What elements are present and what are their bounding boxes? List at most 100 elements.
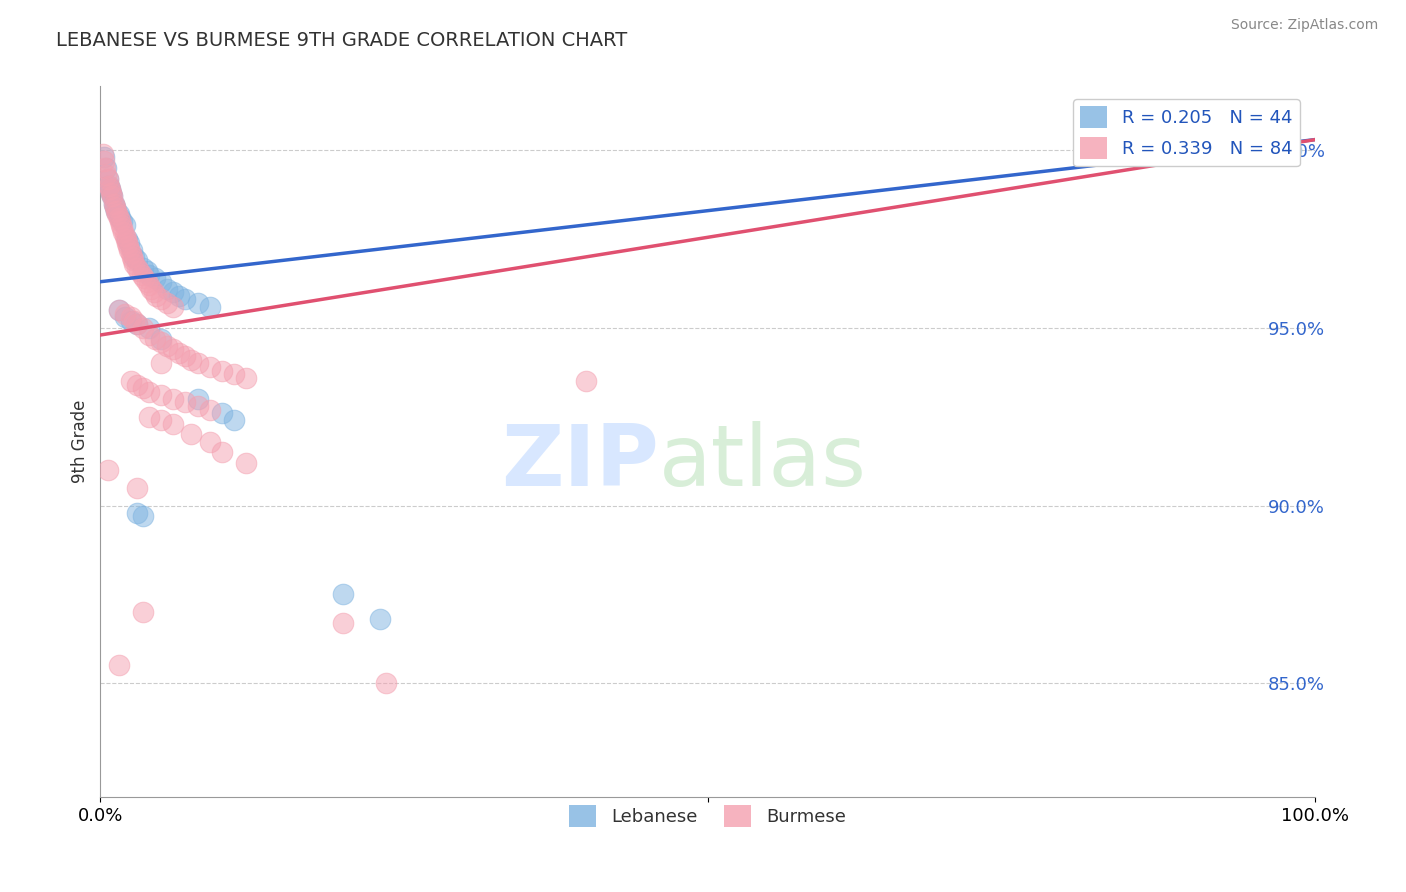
Point [91,146,114,161]
Point [132,260,155,275]
Point [125,506,148,520]
Point [1279,143,1302,157]
Point [93,153,115,168]
Point [162,342,184,356]
Point [143,332,166,346]
Point [125,377,148,392]
Point [97,171,120,186]
Point [93,150,115,164]
Point [103,196,125,211]
Point [222,367,245,381]
Text: LEBANESE VS BURMESE 9TH GRADE CORRELATION CHART: LEBANESE VS BURMESE 9TH GRADE CORRELATIO… [56,31,627,50]
Point [138,384,160,399]
Point [105,203,128,218]
Text: atlas: atlas [659,421,868,504]
Point [150,335,173,350]
Point [135,275,157,289]
Point [131,268,153,282]
Point [332,615,354,630]
Point [169,345,191,359]
Point [98,182,121,196]
Point [169,289,191,303]
Point [150,413,173,427]
Point [97,171,120,186]
Point [100,186,122,200]
Point [156,339,179,353]
Point [115,232,138,246]
Point [198,300,221,314]
Point [118,235,141,250]
Point [117,239,139,253]
Point [125,253,148,268]
Point [111,214,134,228]
Point [156,282,179,296]
Point [107,303,129,318]
Point [115,232,138,246]
Point [145,289,167,303]
Point [104,200,127,214]
Point [120,310,142,325]
Point [138,268,160,282]
Text: ZIP: ZIP [502,421,659,504]
Point [374,676,396,690]
Point [150,388,173,402]
Point [97,178,120,193]
Point [132,509,155,524]
Point [235,370,257,384]
Y-axis label: 9th Grade: 9th Grade [72,400,89,483]
Point [96,161,118,175]
Point [98,182,121,196]
Point [138,321,160,335]
Point [235,456,257,470]
Point [162,392,184,406]
Point [174,349,197,363]
Point [132,321,155,335]
Point [114,307,136,321]
Point [124,257,146,271]
Point [120,314,142,328]
Point [162,417,184,431]
Point [141,282,163,296]
Point [115,235,138,250]
Point [198,434,221,449]
Point [180,352,202,367]
Point [108,211,131,225]
Point [332,587,354,601]
Point [105,207,128,221]
Point [186,392,208,406]
Point [142,285,165,300]
Point [128,264,150,278]
Point [198,359,221,374]
Point [132,271,155,285]
Point [575,374,598,388]
Point [103,196,125,211]
Point [111,221,134,235]
Point [138,409,160,424]
Point [162,285,184,300]
Point [186,296,208,310]
Point [114,310,136,325]
Point [186,399,208,413]
Text: Source: ZipAtlas.com: Source: ZipAtlas.com [1230,18,1378,32]
Point [104,200,127,214]
Point [107,658,129,673]
Point [174,395,197,409]
Point [118,243,141,257]
Point [125,481,148,495]
Point [125,318,148,332]
Point [150,293,173,307]
Point [174,293,197,307]
Point [211,363,233,377]
Point [110,218,132,232]
Point [94,161,117,175]
Point [222,413,245,427]
Point [107,211,129,225]
Point [97,463,120,477]
Point [100,186,122,200]
Point [120,374,142,388]
Point [162,300,184,314]
Point [121,250,143,264]
Point [120,246,142,260]
Point [368,612,391,626]
Point [135,264,157,278]
